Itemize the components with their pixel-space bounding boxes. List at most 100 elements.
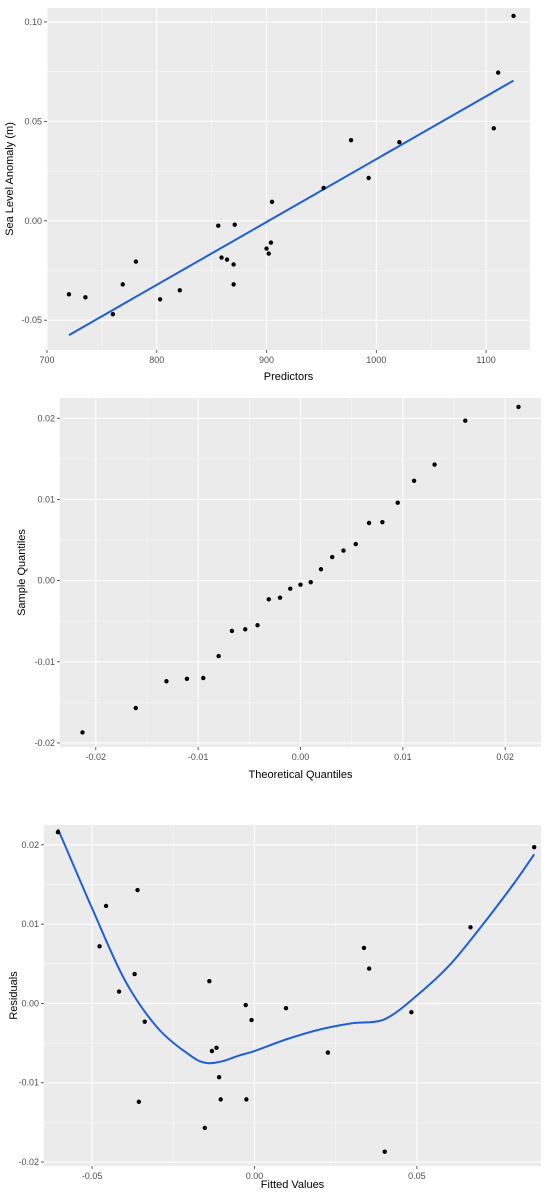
- data-point: [133, 259, 139, 264]
- data-point: [243, 1002, 248, 1008]
- data-point: [216, 1074, 222, 1080]
- data-point: [207, 979, 212, 984]
- data-point: [266, 597, 271, 602]
- y-tick-label: 0.02: [21, 840, 39, 850]
- data-point: [231, 282, 236, 287]
- data-point: [516, 404, 521, 410]
- data-point: [531, 845, 537, 850]
- data-point: [97, 944, 102, 949]
- data-point: [348, 138, 354, 143]
- gridlines: [46, 8, 530, 350]
- plot-panel: [47, 8, 530, 350]
- data-point: [164, 679, 169, 684]
- data-point: [325, 1050, 331, 1055]
- data-point: [80, 730, 85, 735]
- y-axis-label: Residuals: [8, 971, 20, 1020]
- chart-canvas: -0.02 -0.01 0.00 0.01 0.02 -0.02 -0.01 0.00 0.01…: [16, 398, 541, 781]
- x-tick-label: -0.05: [82, 1171, 103, 1181]
- y-tick-label: -0.02: [18, 1157, 39, 1167]
- y-tick-label: 0.02: [37, 413, 55, 423]
- data-point: [229, 628, 235, 634]
- plot-panel: [44, 825, 541, 1166]
- y-tick-label: 0.01: [37, 494, 55, 504]
- data-point: [366, 175, 371, 181]
- fit-line: [68, 79, 514, 336]
- y-tick-label: -0.01: [18, 1078, 39, 1088]
- data-point: [266, 251, 271, 256]
- data-point: [83, 295, 88, 300]
- y-axis-label: Sample Quantiles: [16, 529, 28, 616]
- data-point: [283, 1005, 289, 1011]
- data-point: [232, 222, 237, 227]
- data-point: [308, 580, 313, 585]
- data-point: [318, 567, 324, 572]
- x-tick-label: 800: [149, 355, 164, 365]
- data-point: [409, 1009, 414, 1015]
- data-point: [397, 140, 402, 145]
- x-tick-label: -0.02: [86, 752, 107, 762]
- y-tick-label: -0.02: [34, 738, 55, 748]
- x-tick-label: 0.00: [292, 752, 310, 762]
- y-tick-label: -0.05: [21, 315, 42, 325]
- data-point: [432, 462, 437, 467]
- data-point: [219, 255, 224, 260]
- data-point: [277, 595, 283, 600]
- data-point: [491, 126, 496, 131]
- data-point: [184, 676, 190, 682]
- data-point: [341, 548, 346, 553]
- data-point: [468, 925, 473, 930]
- data-point: [321, 185, 326, 191]
- data-point: [268, 240, 274, 245]
- x-tick-label: 1000: [366, 355, 386, 365]
- data-point: [255, 623, 260, 628]
- data-point: [353, 541, 358, 547]
- x-tick-label: 900: [259, 355, 274, 365]
- chart-canvas: 700 800 900 1000 1100 -0.05 0.00 0.05 0.10 Predic…: [4, 8, 530, 383]
- x-tick-label: 0.01: [394, 752, 412, 762]
- data-point: [288, 586, 293, 591]
- data-point: [231, 262, 236, 267]
- data-point: [366, 520, 372, 526]
- y-tick-label: 0.05: [24, 116, 42, 126]
- y-axis-label: Sea Level Anomaly (m): [4, 122, 16, 236]
- data-point: [120, 282, 125, 287]
- data-point: [201, 675, 206, 681]
- data-point: [243, 627, 248, 632]
- data-point: [361, 945, 367, 951]
- x-axis-label: Theoretical Quantiles: [249, 769, 353, 781]
- y-tick-label: 0.00: [37, 576, 55, 586]
- data-point: [218, 1097, 223, 1102]
- data-point: [366, 966, 372, 971]
- gridlines: [44, 825, 541, 1166]
- data-point: [209, 1048, 215, 1054]
- data-point: [202, 1125, 207, 1131]
- data-point: [142, 1019, 147, 1024]
- data-point: [216, 653, 221, 659]
- data-point: [116, 989, 122, 994]
- data-point: [214, 1045, 219, 1051]
- data-point: [244, 1097, 249, 1102]
- y-tick-label: 0.00: [21, 998, 39, 1008]
- data-point: [249, 1017, 254, 1023]
- residuals-chart: -0.05 0.00 0.05 -0.02 -0.01 0.00 0.01 0.02 Fitte…: [0, 795, 550, 1196]
- y-tick-label: -0.01: [34, 657, 55, 667]
- data-point: [132, 971, 137, 977]
- y-tick-label: 0.00: [24, 216, 42, 226]
- data-point: [136, 1099, 142, 1104]
- data-point: [495, 70, 501, 75]
- data-point: [66, 292, 72, 297]
- data-point: [411, 478, 417, 483]
- x-tick-label: -0.01: [188, 752, 209, 762]
- data-point: [380, 519, 385, 525]
- data-point: [224, 257, 230, 262]
- data-point: [157, 297, 163, 302]
- data-point: [511, 13, 516, 19]
- data-point: [55, 829, 61, 835]
- x-tick-label: 0.02: [496, 752, 514, 762]
- x-tick-label: 0.05: [408, 1171, 426, 1181]
- qq-plot-chart: -0.02 -0.01 0.00 0.01 0.02 -0.02 -0.01 0.00 0.01…: [0, 395, 550, 790]
- x-axis-label: Predictors: [264, 371, 314, 383]
- data-point: [395, 500, 400, 505]
- data-point: [264, 246, 269, 251]
- data-point: [463, 418, 468, 423]
